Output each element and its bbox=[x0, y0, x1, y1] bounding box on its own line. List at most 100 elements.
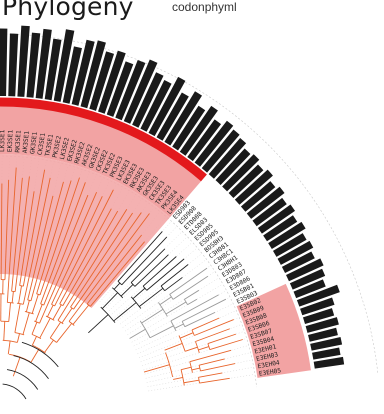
bar bbox=[313, 356, 345, 369]
bar bbox=[106, 61, 134, 117]
leaf-label: E3EH04 bbox=[257, 359, 281, 370]
black-branch-tip bbox=[142, 256, 177, 287]
orange-branch-lower-stem bbox=[198, 346, 210, 351]
orange-branch-tip bbox=[68, 213, 150, 322]
orange-branch-stem bbox=[44, 339, 54, 353]
bar bbox=[257, 204, 296, 234]
black-branch-stem bbox=[120, 284, 134, 297]
bar bbox=[8, 33, 19, 97]
bar bbox=[293, 279, 326, 299]
orange-branch-stem bbox=[22, 312, 30, 335]
guide-spoke bbox=[137, 310, 237, 355]
clade-arc bbox=[0, 96, 208, 182]
bar bbox=[305, 317, 339, 333]
bar bbox=[148, 76, 186, 137]
orange-branch-tip bbox=[22, 177, 51, 305]
orange-branch-tip bbox=[51, 196, 103, 305]
orange-branch-lower-arc bbox=[165, 352, 174, 378]
black-branch-tip bbox=[160, 264, 189, 287]
grey-branch-arc bbox=[139, 320, 151, 338]
orange-branch-stem bbox=[25, 300, 30, 312]
orange-branch-tip bbox=[19, 191, 35, 286]
grey-branch-stem bbox=[141, 308, 164, 324]
black-branch-stem bbox=[113, 302, 137, 322]
grey-branch-stem bbox=[174, 323, 184, 329]
backbone-arc bbox=[6, 369, 39, 390]
orange-branch-tip bbox=[36, 180, 72, 294]
bar bbox=[80, 40, 106, 109]
orange-branch-stem bbox=[61, 307, 73, 324]
grey-branch-stem bbox=[129, 328, 146, 339]
orange-branch-tip bbox=[30, 181, 64, 301]
black-branch-stem bbox=[88, 314, 109, 334]
bar bbox=[272, 233, 307, 257]
leaf-label: TK3SE1 bbox=[44, 133, 55, 157]
orange-branch-tip bbox=[89, 241, 145, 307]
orange-branch-stem bbox=[16, 333, 20, 343]
black-branch-tip bbox=[121, 236, 168, 286]
orange-branch-stem bbox=[35, 304, 43, 322]
orange-branch-stem bbox=[52, 304, 62, 320]
leaf-label: GK3SE1 bbox=[29, 131, 39, 154]
backbone-arc bbox=[13, 355, 49, 379]
bar bbox=[228, 164, 264, 198]
bar bbox=[179, 105, 218, 156]
bar bbox=[263, 215, 298, 242]
grey-branch-tip bbox=[187, 298, 198, 306]
black-branch-tip bbox=[130, 248, 166, 283]
black-branch-stem bbox=[101, 292, 118, 309]
black-branch-tip bbox=[164, 277, 183, 292]
orange-branch-stem bbox=[14, 303, 21, 333]
orange-branch-stem bbox=[8, 302, 11, 322]
orange-branch-lower-stem bbox=[183, 379, 200, 384]
guide-spoke bbox=[119, 259, 207, 325]
leaf-label: E3EH03 bbox=[256, 351, 280, 363]
leaf-label: E3EH05 bbox=[258, 367, 281, 377]
bar bbox=[222, 154, 260, 192]
black-branch-tip bbox=[146, 258, 185, 291]
bar bbox=[17, 25, 30, 97]
guide-spoke bbox=[111, 242, 193, 315]
highlight-bands bbox=[0, 100, 311, 378]
orange-branch-tip bbox=[27, 195, 54, 301]
orange-branch-stem bbox=[30, 348, 40, 363]
guide-spoke bbox=[145, 352, 251, 379]
orange-branch-tip bbox=[73, 212, 142, 310]
grey-branch-arc bbox=[158, 302, 168, 317]
bar bbox=[240, 181, 276, 212]
clade-arc-red bbox=[0, 97, 207, 182]
bar bbox=[252, 197, 287, 227]
orange-branch-tip bbox=[4, 179, 10, 280]
figure-title: Phylogeny bbox=[2, 0, 134, 21]
bar bbox=[53, 29, 75, 102]
orange-branch-lower-tip bbox=[198, 372, 223, 378]
bar bbox=[201, 129, 240, 173]
bar bbox=[89, 51, 115, 111]
orange-branch-lower-tip bbox=[199, 377, 230, 384]
orange-branch-tip bbox=[39, 191, 98, 324]
black-branch-stem bbox=[139, 287, 164, 307]
bar bbox=[194, 120, 234, 167]
orange-branch-lower-tip bbox=[200, 363, 236, 372]
black-branch-arc bbox=[130, 296, 142, 309]
orange-branch-stem bbox=[31, 321, 38, 335]
orange-branch-lower-tip bbox=[207, 333, 237, 345]
guide-spoke bbox=[146, 359, 253, 383]
orange-branch-lower-stem bbox=[143, 364, 170, 373]
orange-branch-stem bbox=[56, 323, 73, 343]
black-branch-tip bbox=[117, 231, 163, 282]
orange-branch-tip bbox=[57, 209, 128, 321]
bar bbox=[140, 80, 172, 132]
backbone-arc bbox=[2, 383, 27, 400]
orange-branch-tip bbox=[22, 169, 46, 287]
orange-branch-stem bbox=[7, 340, 11, 355]
bar bbox=[115, 59, 146, 121]
bar bbox=[308, 327, 338, 342]
orange-branch-stem bbox=[39, 317, 51, 339]
guide-spoke bbox=[105, 231, 183, 308]
grey-branch-stem bbox=[149, 325, 174, 339]
grey-branch-tip bbox=[170, 294, 219, 322]
orange-branch-lower-stem bbox=[184, 346, 198, 352]
clade-wedge bbox=[0, 154, 170, 309]
